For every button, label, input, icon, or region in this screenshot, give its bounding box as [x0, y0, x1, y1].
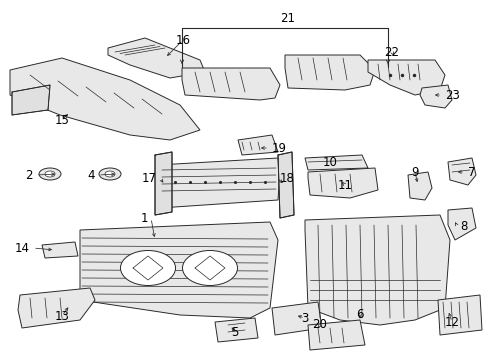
Text: 12: 12: [444, 315, 460, 328]
Polygon shape: [108, 38, 205, 78]
Polygon shape: [182, 68, 280, 100]
Text: 13: 13: [54, 310, 70, 323]
Polygon shape: [448, 158, 476, 185]
Ellipse shape: [39, 168, 61, 180]
Text: 3: 3: [301, 311, 309, 324]
Text: 21: 21: [280, 12, 295, 24]
Text: 5: 5: [231, 325, 239, 338]
Text: 6: 6: [356, 309, 364, 321]
Polygon shape: [158, 158, 280, 208]
Text: 18: 18: [280, 171, 295, 185]
Text: 16: 16: [175, 33, 191, 46]
Polygon shape: [155, 152, 172, 215]
Polygon shape: [285, 55, 375, 90]
Text: 20: 20: [313, 319, 327, 332]
Text: 22: 22: [385, 45, 399, 59]
Text: 11: 11: [338, 179, 352, 192]
Text: 15: 15: [54, 113, 70, 126]
Polygon shape: [408, 172, 432, 200]
Text: 23: 23: [445, 89, 460, 102]
Polygon shape: [438, 295, 482, 335]
Polygon shape: [305, 215, 450, 325]
Polygon shape: [42, 242, 78, 258]
Text: 2: 2: [25, 168, 33, 181]
Text: 9: 9: [411, 166, 419, 179]
Polygon shape: [18, 288, 95, 328]
Polygon shape: [80, 222, 278, 318]
Text: 17: 17: [142, 171, 157, 185]
Polygon shape: [305, 155, 368, 170]
Polygon shape: [368, 60, 445, 95]
Ellipse shape: [182, 251, 238, 285]
Polygon shape: [272, 302, 322, 335]
Polygon shape: [215, 318, 258, 342]
Polygon shape: [308, 320, 365, 350]
Ellipse shape: [105, 171, 115, 177]
Ellipse shape: [99, 168, 121, 180]
Polygon shape: [278, 152, 294, 218]
Polygon shape: [420, 85, 452, 108]
Text: 8: 8: [460, 220, 467, 233]
Polygon shape: [10, 58, 200, 140]
Polygon shape: [238, 135, 278, 155]
Ellipse shape: [45, 171, 55, 177]
Text: 14: 14: [15, 242, 30, 255]
Text: 10: 10: [322, 156, 338, 168]
Text: 19: 19: [272, 141, 287, 154]
Text: 1: 1: [141, 212, 148, 225]
Ellipse shape: [121, 251, 175, 285]
Polygon shape: [12, 85, 50, 115]
Text: 7: 7: [468, 166, 475, 179]
Text: 4: 4: [88, 168, 95, 181]
Polygon shape: [308, 168, 378, 198]
Polygon shape: [448, 208, 476, 240]
